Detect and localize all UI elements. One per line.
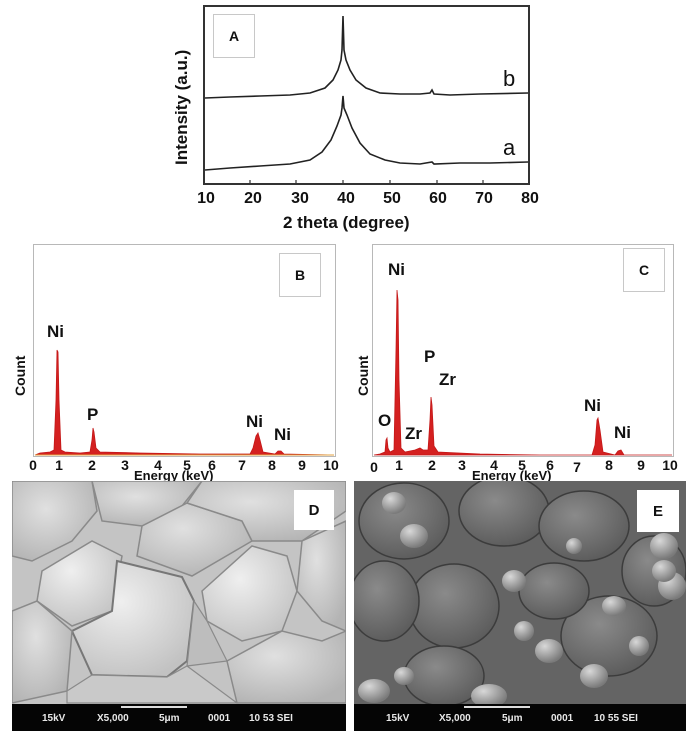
panel-b-spectrum: [34, 349, 335, 456]
panel-d-sem-info-bar: 15kV X5,000 5μm 0001 10 53 SEI: [12, 704, 346, 731]
panel-a-label: A: [213, 14, 255, 58]
peak-label-ni: Ni: [584, 396, 601, 415]
sem-image-id: 0001: [551, 713, 574, 724]
sem-magnification: X5,000: [439, 713, 471, 724]
panel-b-xtick: 10: [323, 457, 339, 473]
panel-b-xtick: 5: [183, 457, 191, 473]
peak-label-ni: Ni: [47, 322, 64, 341]
panel-a-xtick: 10: [197, 190, 215, 207]
panel-e-sem-image: E 15kV X5,000 5μm 0001 10 55 SEI: [354, 481, 686, 731]
sem-voltage: 15kV: [42, 713, 66, 724]
panel-e-sem-info-bar: 15kV X5,000 5μm 0001 10 55 SEI: [354, 704, 686, 731]
sem-timestamp: 10 55 SEI: [594, 713, 638, 724]
panel-d-grain-texture: [12, 481, 346, 731]
panel-a-curves: [204, 15, 529, 183]
peak-label-ni: Ni: [388, 260, 405, 279]
panel-c-xtick: 4: [490, 457, 498, 473]
panel-d-sem-image: D 15kV X5,000 5μm 0001 10 53 SEI: [12, 481, 346, 731]
panel-b-label: B: [279, 253, 321, 297]
panel-c-xtick: 7: [573, 459, 581, 475]
peak-label-zr: Zr: [439, 370, 456, 389]
panel-c-xtick: 0: [370, 459, 378, 475]
panel-e-nodule-texture: [354, 481, 686, 731]
panel-b-xtick: 7: [238, 457, 246, 473]
panel-c-xtick: 5: [518, 457, 526, 473]
panel-a-xlabel: 2 theta (degree): [283, 213, 410, 232]
panel-b-xtick: 6: [208, 457, 216, 473]
peak-label-p: P: [87, 405, 99, 424]
panel-c-xtick: 6: [546, 457, 554, 473]
panel-e-label: E: [637, 490, 679, 532]
scale-bar: [464, 706, 530, 708]
panel-a-xtick: 60: [429, 190, 447, 207]
curve-label-b: b: [503, 66, 516, 91]
panel-c-label: C: [623, 248, 665, 292]
panel-b-xtick: 8: [268, 457, 276, 473]
panel-a-xtick: 40: [337, 190, 355, 207]
sem-image-id: 0001: [208, 713, 231, 724]
panel-c-xtick: 8: [605, 457, 613, 473]
panel-a-xtick: 70: [475, 190, 493, 207]
panel-b-xtick: 9: [298, 457, 306, 473]
sem-scale: 5μm: [502, 713, 523, 724]
panel-b-xtick: 1: [55, 457, 63, 473]
panel-b-xtick: 2: [88, 457, 96, 473]
panel-b-xtick: 4: [154, 457, 162, 473]
curve-label-a: a: [503, 135, 516, 160]
panel-a-xtick: 30: [291, 190, 309, 207]
panel-b-xtick: 0: [29, 457, 37, 473]
panel-a-xtick: 20: [244, 190, 262, 207]
peak-label-ni: Ni: [274, 425, 291, 444]
panel-c-xtick: 2: [428, 457, 436, 473]
panel-d-label: D: [294, 490, 334, 530]
panel-c-xtick: 10: [662, 457, 678, 473]
panel-c-xtick: 3: [458, 457, 466, 473]
peak-label-zr: Zr: [405, 424, 422, 443]
sem-voltage: 15kV: [386, 713, 410, 724]
panel-c-xlabel: Energy (keV): [472, 468, 552, 483]
peak-label-o: O: [378, 411, 392, 430]
panel-b-xtick: 3: [121, 457, 129, 473]
peak-label-ni: Ni: [246, 412, 263, 431]
sem-timestamp: 10 53 SEI: [249, 713, 293, 724]
sem-scale: 5μm: [159, 713, 180, 724]
panel-a-xtick: 80: [521, 190, 539, 207]
peak-label-p: P: [424, 347, 436, 366]
scale-bar: [121, 706, 187, 708]
panel-c-spectrum: [373, 289, 672, 456]
peak-label-ni: Ni: [614, 423, 631, 442]
panel-a-xtick: 50: [383, 190, 401, 207]
panel-c-xtick: 1: [395, 457, 403, 473]
sem-magnification: X5,000: [97, 713, 129, 724]
panel-b-xlabel: Energy (keV): [134, 468, 214, 483]
panel-a-plot-frame: [203, 5, 530, 185]
panel-c-xtick: 9: [637, 457, 645, 473]
